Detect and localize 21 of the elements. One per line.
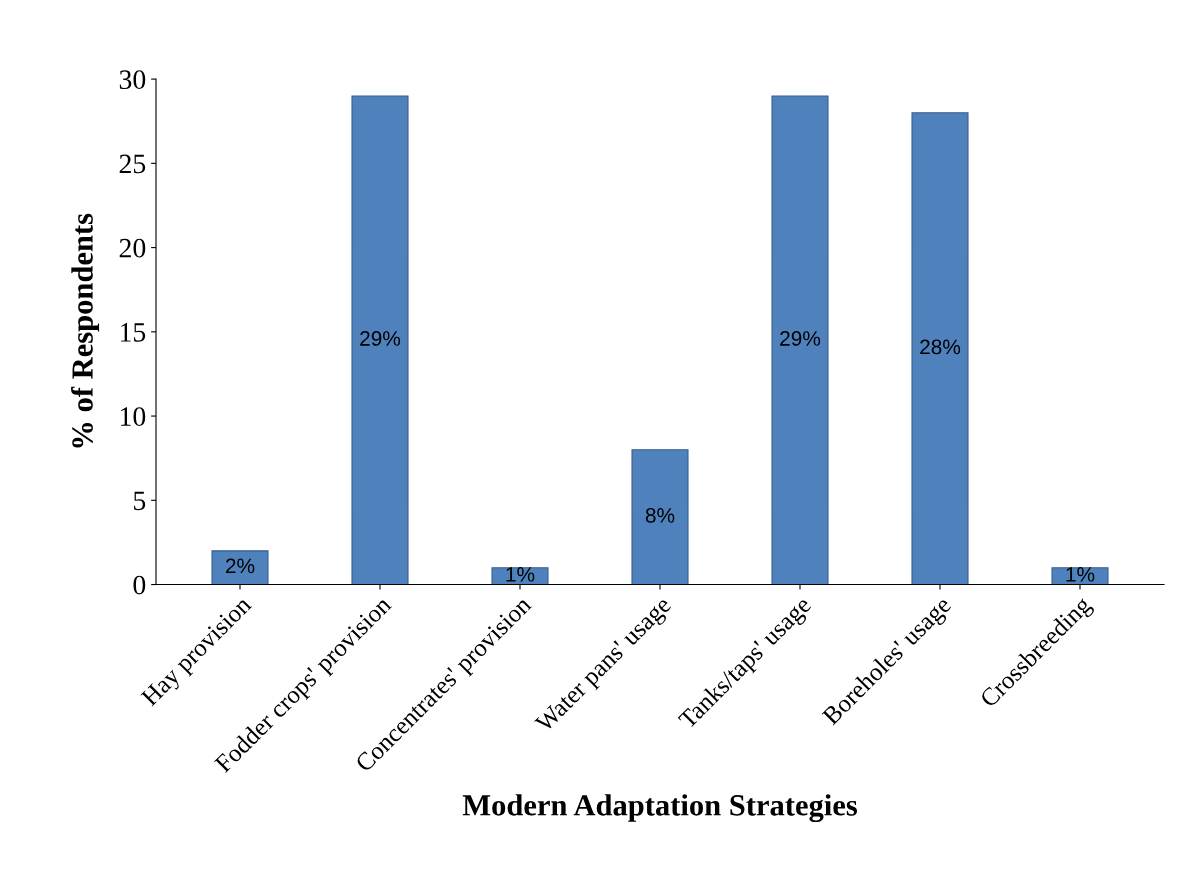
y-tick-label: 10 [120,407,146,426]
data-label: 29% [360,331,401,346]
bar [771,95,829,585]
y-tick-label: 5 [134,491,146,511]
data-label: 2% [225,558,255,574]
x-axis-title: Modern Adaptation Strategies [462,794,858,823]
data-label: 1% [1066,567,1095,582]
y-tick-label: 25 [119,154,146,174]
data-label: 1% [506,567,535,582]
y-tick-label: 15 [120,323,146,342]
y-tick-label: 20 [119,238,146,258]
data-label: 28% [920,339,961,355]
bar [211,550,269,585]
bar [351,95,409,585]
y-tick-label: 0 [133,575,146,595]
y-tick-label: 30 [119,70,146,90]
data-label: 29% [780,331,821,346]
bar [911,112,969,585]
data-label: 8% [645,507,675,523]
bar [631,449,689,585]
y-axis-title: % of Respondents [71,213,100,448]
